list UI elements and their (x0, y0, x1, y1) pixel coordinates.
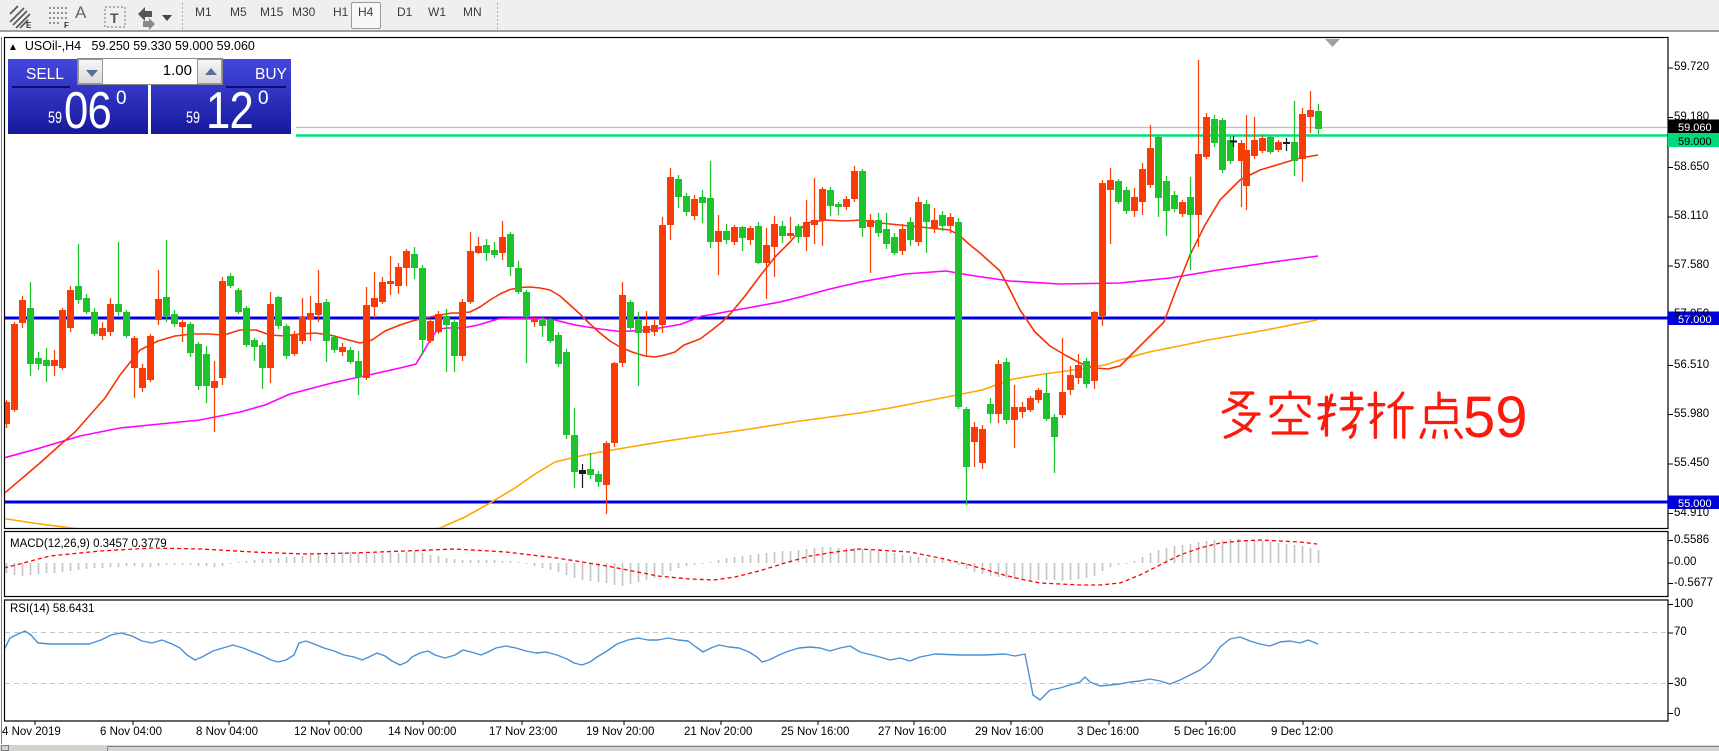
svg-text:E: E (26, 21, 32, 30)
svg-text:T: T (110, 10, 119, 26)
svg-text:MACD(12,26,9) 0.3457 0.3779: MACD(12,26,9) 0.3457 0.3779 (10, 538, 167, 550)
svg-text:59: 59 (1463, 385, 1528, 450)
svg-text:RSI(14) 58.6431: RSI(14) 58.6431 (10, 603, 94, 615)
svg-text:F: F (64, 21, 69, 30)
